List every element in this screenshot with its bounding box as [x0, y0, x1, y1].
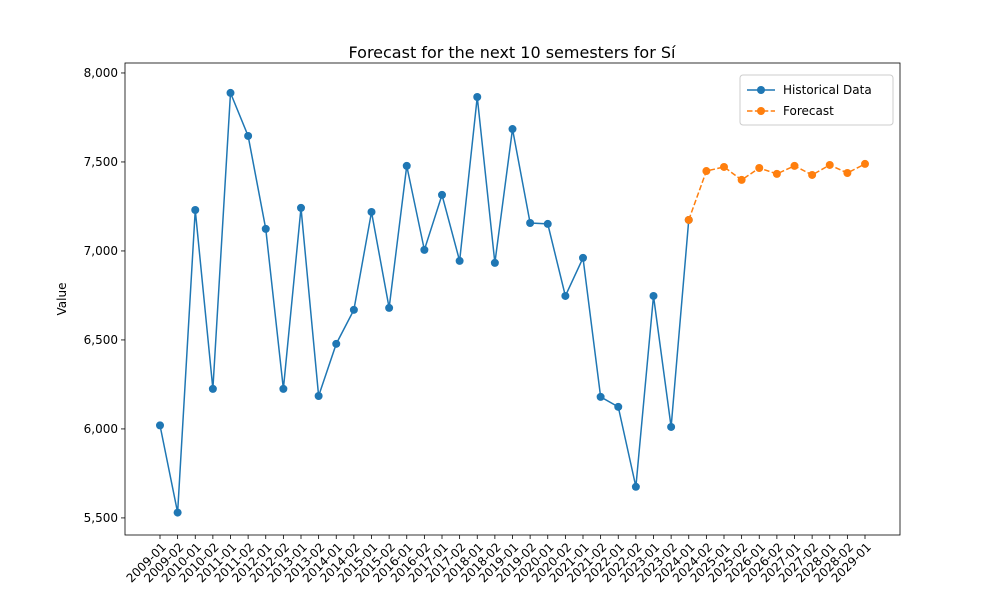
data-point — [825, 160, 834, 169]
data-point — [614, 402, 623, 411]
y-axis-label: Value — [55, 283, 69, 316]
data-point — [438, 190, 446, 199]
data-point — [191, 206, 200, 215]
data-point — [314, 391, 323, 400]
y-tick-label: 7,500 — [84, 155, 118, 169]
data-point — [156, 421, 164, 430]
data-point — [385, 303, 394, 312]
data-point — [631, 482, 640, 491]
data-point — [349, 305, 358, 314]
data-point — [596, 392, 605, 401]
legend-label: Historical Data — [783, 83, 872, 97]
legend-marker — [757, 86, 765, 94]
data-point — [843, 168, 852, 177]
data-point — [755, 164, 764, 173]
data-point — [649, 291, 658, 300]
y-tick-label: 6,500 — [84, 333, 118, 347]
data-point — [684, 215, 693, 224]
data-point — [772, 169, 781, 178]
data-point — [508, 125, 517, 134]
data-point — [332, 339, 341, 348]
data-point — [702, 167, 711, 176]
data-point — [226, 88, 235, 97]
y-tick-label: 7,000 — [84, 244, 118, 258]
data-point — [279, 384, 288, 393]
legend: Historical Data Forecast — [739, 74, 894, 126]
legend-label: Forecast — [783, 104, 834, 118]
series-line — [159, 92, 690, 513]
legend-box — [739, 74, 894, 126]
data-point — [297, 203, 305, 212]
y-tick-label: 6,000 — [84, 422, 118, 436]
data-point — [579, 253, 587, 262]
data-point — [861, 159, 869, 168]
data-point — [367, 207, 376, 216]
y-tick-label: 5,500 — [84, 511, 118, 525]
data-point — [455, 256, 464, 265]
data-point — [244, 131, 253, 140]
data-point — [808, 170, 817, 179]
legend-marker — [757, 107, 765, 115]
chart-title: Forecast for the next 10 semesters for S… — [349, 43, 677, 62]
data-point — [173, 508, 182, 517]
data-point — [490, 258, 499, 267]
data-point — [790, 161, 799, 170]
data-point — [526, 219, 535, 228]
data-point — [543, 219, 552, 228]
data-point — [737, 175, 746, 184]
data-point — [667, 422, 676, 431]
data-point — [261, 224, 270, 233]
data-point — [720, 162, 728, 171]
data-point — [561, 291, 570, 300]
data-point — [420, 245, 429, 254]
data-point — [473, 92, 482, 101]
data-point — [402, 161, 411, 170]
y-tick-label: 8,000 — [84, 66, 118, 80]
data-point — [208, 384, 217, 393]
